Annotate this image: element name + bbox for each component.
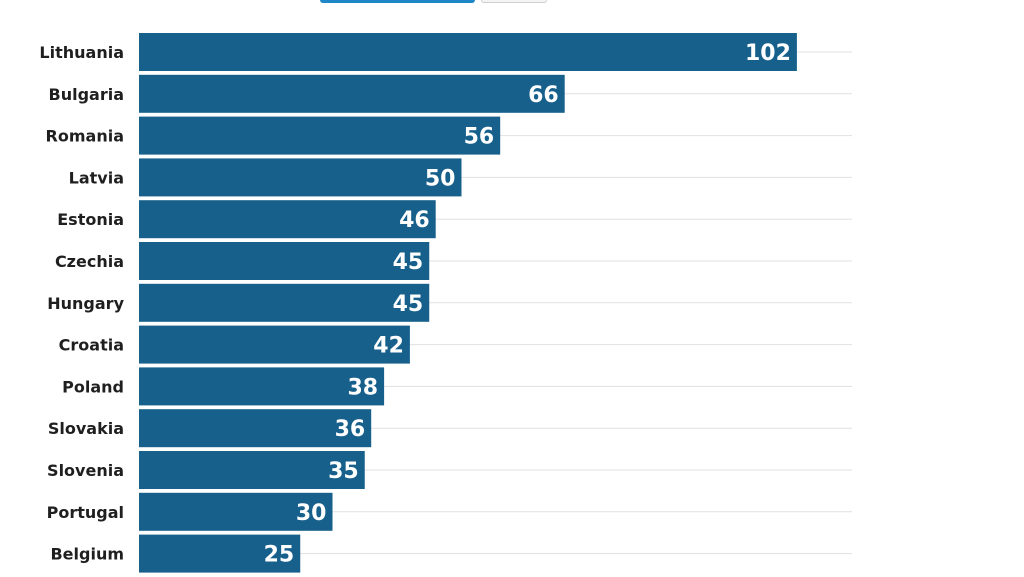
bar-czechia [139,242,430,280]
value-label-poland: 38 [347,375,378,400]
category-label-portugal: Portugal [47,503,124,522]
bar-bulgaria [139,74,565,113]
value-label-estonia: 46 [399,208,430,233]
value-label-croatia: 42 [373,334,404,359]
bar-estonia [139,200,436,239]
category-label-estonia: Estonia [57,210,124,229]
value-label-hungary: 45 [393,292,424,317]
value-label-czechia: 45 [393,250,424,275]
category-label-bulgaria: Bulgaria [49,85,125,104]
bar-belgium [139,534,301,573]
category-label-croatia: Croatia [59,336,124,355]
category-label-czechia: Czechia [55,252,124,271]
category-label-hungary: Hungary [47,294,124,313]
bar-hungary [139,283,430,322]
category-label-slovakia: Slovakia [48,419,124,438]
category-label-lithuania: Lithuania [39,43,124,62]
bar-poland [139,367,385,406]
category-label-romania: Romania [46,127,124,146]
value-label-slovakia: 36 [335,417,366,442]
category-label-poland: Poland [62,377,124,396]
value-label-bulgaria: 66 [528,83,559,108]
value-label-lithuania: 102 [745,41,791,66]
value-label-romania: 56 [464,125,495,150]
value-label-latvia: 50 [425,166,456,191]
bar-romania [139,116,501,155]
value-label-slovenia: 35 [328,459,359,484]
bar-slovakia [139,409,372,448]
tab-table[interactable] [481,0,547,3]
bar-slovenia [139,451,365,489]
value-label-belgium: 25 [264,543,295,568]
category-label-slovenia: Slovenia [47,461,124,480]
bar-lithuania [139,33,797,71]
bar-latvia [139,158,462,197]
value-label-portugal: 30 [296,501,327,526]
bar-portugal [139,492,333,531]
view-toggle [320,0,547,3]
bar-croatia [139,325,410,364]
tab-chart[interactable] [320,0,475,3]
category-label-belgium: Belgium [50,545,124,564]
category-label-latvia: Latvia [69,168,124,187]
